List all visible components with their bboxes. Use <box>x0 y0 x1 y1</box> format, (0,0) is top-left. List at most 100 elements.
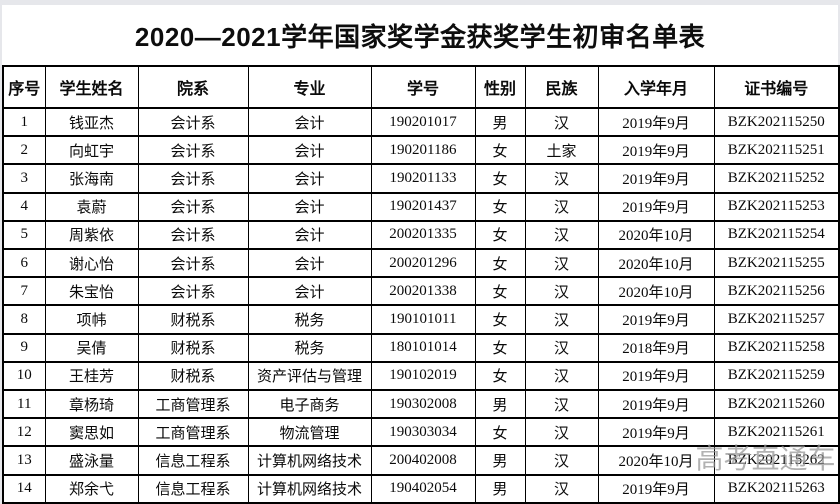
table-cell: 男 <box>474 445 526 476</box>
table-cell: 女 <box>474 332 526 363</box>
table-cell: 会计系 <box>137 219 249 251</box>
table-cell: 2019年9月 <box>597 389 715 420</box>
table-cell: 财税系 <box>137 304 249 335</box>
table-cell: 会计 <box>247 191 372 222</box>
table-cell: BZK202115254 <box>713 219 840 251</box>
column-header: 证书编号 <box>713 65 840 109</box>
table-cell: 2019年9月 <box>597 304 715 335</box>
table-cell: 9 <box>2 332 46 363</box>
table-cell: 190101011 <box>370 304 476 335</box>
table-cell: BZK202115258 <box>713 332 840 363</box>
table-row: 13 盛泳量 信息工程系 计算机网络技术 200402008 男汉 2020年10月 BZK2… <box>2 445 840 476</box>
table-cell: 谢心怡 <box>44 248 139 279</box>
table-cell: 工商管理系 <box>137 417 249 448</box>
table-cell: 会计系 <box>137 248 249 279</box>
table-cell: 会计 <box>247 135 372 166</box>
table-row: 4 袁蔚 会计系 会计 190201437 女汉 2019年9月 BZK202115253 <box>2 191 840 222</box>
table-cell: 2019年9月 <box>597 191 715 222</box>
table-cell: 190201017 <box>370 106 476 138</box>
student-table-body: 1 钱亚杰 会计系 会计 190201017 男汉 2019年9月 BZK202115250 2… <box>2 106 840 504</box>
table-cell: 信息工程系 <box>137 473 249 504</box>
table-cell: 女 <box>474 417 526 448</box>
table-row: 6 谢心怡 会计系 会计 200201296 女汉 2020年10月 BZK202115255 <box>2 248 840 279</box>
table-cell: 5 <box>2 219 46 251</box>
table-cell: 190201437 <box>370 191 476 222</box>
table-cell: 女 <box>474 276 526 307</box>
table-cell: 汉 <box>524 276 599 307</box>
table-cell: 4 <box>2 191 46 222</box>
student-table-head: 序号 学生姓名 院系 专业 学号 性别 民族 入学年月 证书编号 <box>2 65 840 109</box>
table-cell: 钱亚杰 <box>44 106 139 138</box>
page-title: 2020—2021学年国家奖学金获奖学生初审名单表 <box>134 21 706 52</box>
table-cell: 200402008 <box>370 445 476 476</box>
table-cell: 女 <box>474 135 526 166</box>
table-cell: 袁蔚 <box>44 191 139 222</box>
table-cell: 190201186 <box>370 135 476 166</box>
table-cell: 电子商务 <box>247 389 372 420</box>
table-cell: 资产评估与管理 <box>247 360 372 392</box>
table-cell: 盛泳量 <box>44 445 139 476</box>
table-cell: 信息工程系 <box>137 445 249 476</box>
table-cell: 10 <box>2 360 46 392</box>
table-cell: 14 <box>2 473 46 504</box>
table-cell: 180101014 <box>370 332 476 363</box>
table-cell: 章杨琦 <box>44 389 139 420</box>
table-cell: 男 <box>474 389 526 420</box>
table-cell: 汉 <box>524 191 599 222</box>
table-cell: 2019年9月 <box>597 473 715 504</box>
table-cell: 女 <box>474 360 526 392</box>
table-cell: 会计系 <box>137 135 249 166</box>
table-cell: 2020年10月 <box>597 248 715 279</box>
table-row: 12 窦思如 工商管理系 物流管理 190303034 女汉 2019年9月 BZK20211… <box>2 417 840 448</box>
table-cell: 会计 <box>247 276 372 307</box>
table-cell: 2019年9月 <box>597 106 715 138</box>
table-cell: BZK202115256 <box>713 276 840 307</box>
table-cell: 2020年10月 <box>597 276 715 307</box>
table-cell: 会计 <box>247 106 372 138</box>
table-cell: 周紫依 <box>44 219 139 251</box>
table-cell: 窦思如 <box>44 417 139 448</box>
table-cell: 物流管理 <box>247 417 372 448</box>
table-cell: BZK202115252 <box>713 163 840 194</box>
table-row: 1 钱亚杰 会计系 会计 190201017 男汉 2019年9月 BZK202115250 <box>2 106 840 138</box>
table-row: 10 王桂芳 财税系 资产评估与管理 190102019 女汉 2019年9月 BZK2021… <box>2 360 840 392</box>
table-cell: 190201133 <box>370 163 476 194</box>
table-row: 2 向虹宇 会计系 会计 190201186 女土家 2019年9月 BZK202115251 <box>2 135 840 166</box>
table-cell: 项帏 <box>44 304 139 335</box>
table-cell: 会计 <box>247 248 372 279</box>
table-cell: 汉 <box>524 304 599 335</box>
table-cell: 2019年9月 <box>597 135 715 166</box>
table-cell: 汉 <box>524 473 599 504</box>
table-cell: 190102019 <box>370 360 476 392</box>
table-cell: BZK202115253 <box>713 191 840 222</box>
column-header: 专业 <box>247 65 372 109</box>
table-cell: 财税系 <box>137 360 249 392</box>
table-cell: BZK202115260 <box>713 389 840 420</box>
table-row: 14 郑余弋 信息工程系 计算机网络技术 190402054 男汉 2019年9月 BZK20… <box>2 473 840 504</box>
table-cell: 王桂芳 <box>44 360 139 392</box>
table-cell: BZK202115257 <box>713 304 840 335</box>
table-cell: 200201335 <box>370 219 476 251</box>
table-cell: 朱宝怡 <box>44 276 139 307</box>
table-cell: BZK202115259 <box>713 360 840 392</box>
table-cell: 190402054 <box>370 473 476 504</box>
table-cell: 税务 <box>247 332 372 363</box>
table-cell: 190302008 <box>370 389 476 420</box>
table-cell: 计算机网络技术 <box>247 473 372 504</box>
table-cell: 2019年9月 <box>597 360 715 392</box>
table-cell: 男 <box>474 106 526 138</box>
table-row: 9 吴倩 财税系 税务 180101014 女汉 2018年9月 BZK202115258 <box>2 332 840 363</box>
table-cell: 女 <box>474 219 526 251</box>
table-cell: 2018年9月 <box>597 332 715 363</box>
table-cell: 女 <box>474 163 526 194</box>
table-cell: 汉 <box>524 360 599 392</box>
table-cell: 财税系 <box>137 332 249 363</box>
table-cell: 汉 <box>524 248 599 279</box>
table-cell: 工商管理系 <box>137 389 249 420</box>
table-cell: 会计系 <box>137 163 249 194</box>
student-table-header-row: 序号 学生姓名 院系 专业 学号 性别 民族 入学年月 证书编号 <box>2 65 840 109</box>
table-cell: BZK202115262 <box>713 445 840 476</box>
table-cell: 会计系 <box>137 276 249 307</box>
table-cell: 1 <box>2 106 46 138</box>
